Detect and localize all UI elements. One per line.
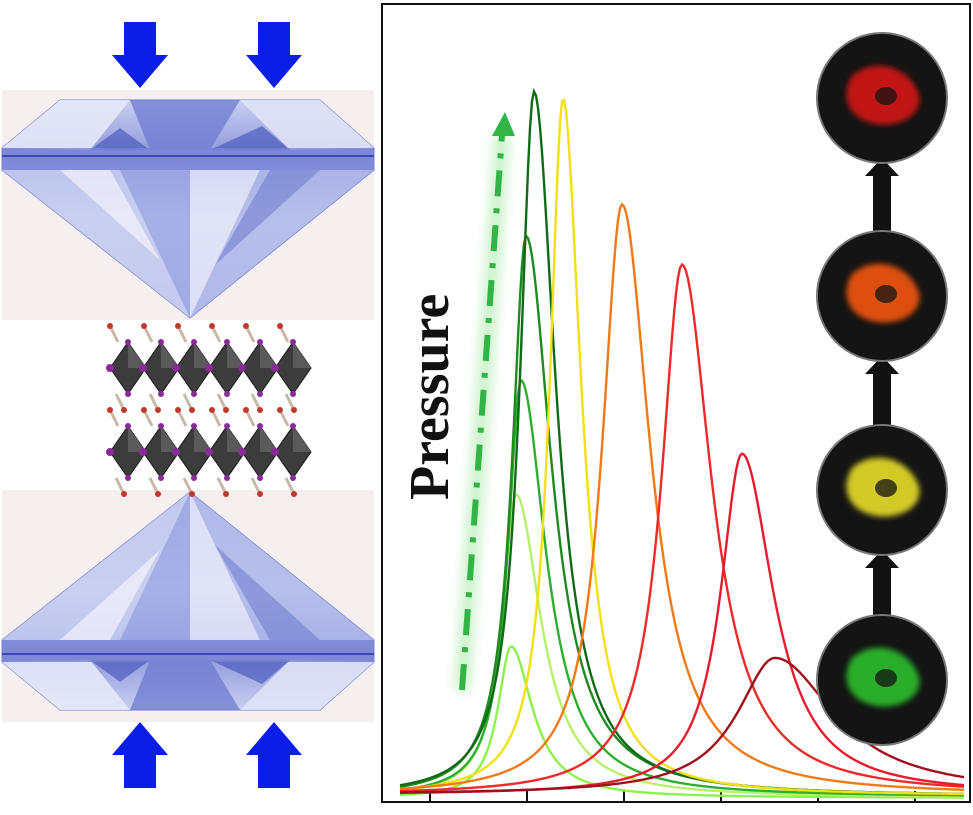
pressure-arrowhead-icon [492, 112, 515, 136]
diamond-anvil-cell [1, 22, 375, 788]
spectra-panel: Pressure [381, 3, 971, 803]
luminescence-photo-column [816, 32, 948, 746]
pl-spectrum-curve [399, 202, 965, 791]
pressure-arrow [455, 112, 515, 691]
halide-atom [106, 364, 114, 372]
halide-atom [238, 364, 246, 372]
halide-atom [139, 448, 147, 456]
luminescence-photo [816, 32, 948, 164]
pl-spectrum-curve [399, 262, 965, 793]
photo-link-arrow-icon [865, 356, 899, 426]
luminescence-photo [816, 614, 948, 746]
luminescence-photo [816, 424, 948, 556]
halide-atom [271, 364, 279, 372]
perovskite-structure [106, 323, 312, 497]
pl-spectrum-curve [399, 645, 964, 799]
halide-atom [271, 448, 279, 456]
top-arrow-right-icon [246, 22, 302, 88]
perovskite-layer [106, 407, 312, 497]
luminescence-photo [816, 230, 948, 362]
pressure-label: Pressure [399, 294, 461, 500]
halide-atom [205, 448, 213, 456]
halide-atom [172, 364, 180, 372]
halide-atom [172, 448, 180, 456]
photo-link-arrow-icon [865, 158, 899, 232]
perovskite-layer [106, 323, 312, 413]
bottom-arrow-right-icon [246, 722, 302, 788]
bottom-diamond [1, 491, 375, 711]
halide-atom [205, 364, 213, 372]
halide-atom [238, 448, 246, 456]
top-arrow-left-icon [112, 22, 168, 88]
halide-atom [139, 364, 147, 372]
pl-spectrum-curve [399, 98, 964, 796]
halide-atom [106, 448, 114, 456]
bottom-arrow-left-icon [112, 722, 168, 788]
top-diamond [1, 99, 375, 319]
photo-link-arrow-icon [865, 550, 899, 616]
